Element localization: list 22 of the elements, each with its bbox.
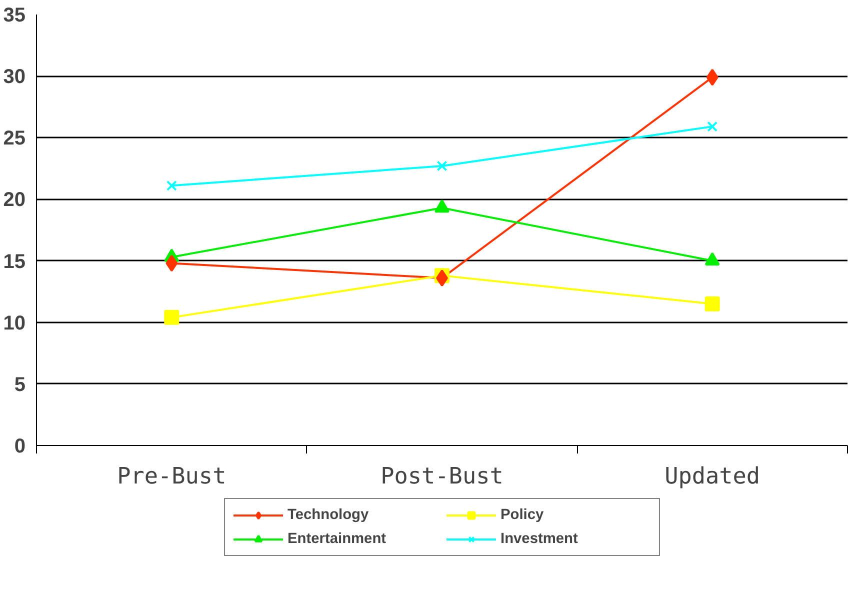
y-tick-label: 5: [14, 374, 26, 396]
point: [436, 160, 448, 172]
point: [164, 310, 180, 325]
x-tick-label: Pre-Bust: [117, 464, 226, 490]
legend-label: Entertainment: [288, 531, 388, 547]
point: [706, 68, 718, 86]
point: [166, 254, 178, 272]
point: [704, 296, 720, 312]
y-tick-label: 15: [3, 250, 26, 273]
y-tick-label: 35: [3, 4, 26, 26]
legend-label: Investment: [500, 531, 579, 547]
x-tick-label: Updated: [664, 464, 760, 490]
x-tick-label: Post-Bust: [380, 464, 504, 490]
legend-label: Technology: [288, 507, 370, 523]
y-tick-label: 0: [14, 436, 26, 458]
legend-label: Policy: [500, 507, 545, 523]
point: [707, 121, 718, 132]
point: [166, 180, 177, 191]
y-tick-label: 25: [3, 128, 26, 150]
y-tick-label: 10: [3, 312, 26, 334]
y-tick-label: 20: [3, 189, 26, 212]
y-tick-label: 30: [3, 66, 26, 88]
